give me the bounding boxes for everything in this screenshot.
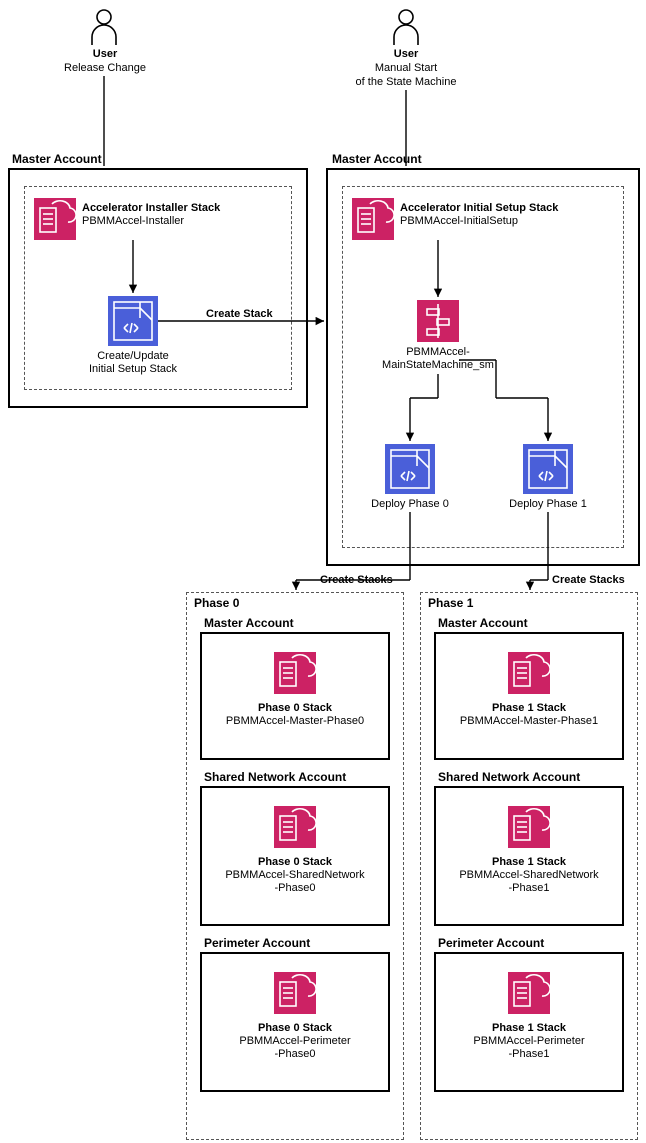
p0-shared-sub2: -Phase0 — [204, 882, 386, 895]
sfn-l2: MainStateMachine_sm — [373, 359, 503, 372]
left-master-label: Master Account — [12, 152, 102, 166]
p1-perim-label: Perimeter Account — [438, 936, 544, 950]
initial-text: Accelerator Initial Setup Stack PBMMAcce… — [400, 202, 558, 228]
p1-shared-label: Shared Network Account — [438, 770, 580, 784]
p1-shared-sub2: -Phase1 — [438, 882, 620, 895]
deploy1-label: Deploy Phase 1 — [503, 498, 593, 511]
p0-master-title: Phase 0 Stack — [204, 702, 386, 715]
p0-shared-label: Shared Network Account — [204, 770, 346, 784]
user-icon-right — [391, 8, 421, 46]
edge-create-stacks1: Create Stacks — [552, 574, 625, 586]
p0-perim-sub1: PBMMAccel-Perimeter — [204, 1035, 386, 1048]
user-right-title: User — [336, 48, 476, 62]
deploy0-label: Deploy Phase 0 — [365, 498, 455, 511]
p1-master-icon — [508, 652, 550, 694]
p1-shared-title: Phase 1 Stack — [438, 856, 620, 869]
p1-perim-icon — [508, 972, 550, 1014]
p1-master-label: Master Account — [438, 616, 528, 630]
p1-shared-icon — [508, 806, 550, 848]
initial-title: Accelerator Initial Setup Stack — [400, 202, 558, 215]
user-right-sub2: of the State Machine — [336, 76, 476, 90]
sfn-l1: PBMMAccel- — [373, 346, 503, 359]
installer-sub: PBMMAccel-Installer — [82, 215, 220, 228]
user-left-label: User Release Change — [50, 48, 160, 76]
user-left-title: User — [50, 48, 160, 62]
user-icon-left — [89, 8, 119, 46]
p1-master-sub: PBMMAccel-Master-Phase1 — [438, 715, 620, 728]
deploy-icon-left — [108, 296, 158, 346]
p0-master-label: Master Account — [204, 616, 294, 630]
user-left-sub: Release Change — [50, 62, 160, 76]
installer-text: Accelerator Installer Stack PBMMAccel-In… — [82, 202, 220, 228]
create-update-l1: Create/Update — [78, 350, 188, 363]
p1-shared-sub1: PBMMAccel-SharedNetwork — [438, 869, 620, 882]
p0-perim-text: Phase 0 Stack PBMMAccel-Perimeter -Phase… — [204, 1022, 386, 1062]
right-master-label: Master Account — [332, 152, 422, 166]
p1-perim-sub1: PBMMAccel-Perimeter — [438, 1035, 620, 1048]
edge-create-stacks0: Create Stacks — [320, 574, 393, 586]
p1-shared-text: Phase 1 Stack PBMMAccel-SharedNetwork -P… — [438, 856, 620, 896]
create-update-text: Create/Update Initial Setup Stack — [78, 350, 188, 376]
p0-perim-label: Perimeter Account — [204, 936, 310, 950]
sfn-icon — [417, 300, 459, 342]
sfn-text: PBMMAccel- MainStateMachine_sm — [373, 346, 503, 372]
p0-shared-sub1: PBMMAccel-SharedNetwork — [204, 869, 386, 882]
p1-master-title: Phase 1 Stack — [438, 702, 620, 715]
p0-perim-sub2: -Phase0 — [204, 1048, 386, 1061]
stack-icon-installer — [34, 198, 76, 240]
stack-icon-initial — [352, 198, 394, 240]
p1-perim-title: Phase 1 Stack — [438, 1022, 620, 1035]
p0-shared-text: Phase 0 Stack PBMMAccel-SharedNetwork -P… — [204, 856, 386, 896]
deploy-icon-p1 — [523, 444, 573, 494]
p0-shared-icon — [274, 806, 316, 848]
deploy-icon-p0 — [385, 444, 435, 494]
p0-perim-title: Phase 0 Stack — [204, 1022, 386, 1035]
p1-master-text: Phase 1 Stack PBMMAccel-Master-Phase1 — [438, 702, 620, 728]
p0-master-icon — [274, 652, 316, 694]
user-right-label: User Manual Start of the State Machine — [336, 48, 476, 89]
p0-master-sub: PBMMAccel-Master-Phase0 — [204, 715, 386, 728]
p0-master-text: Phase 0 Stack PBMMAccel-Master-Phase0 — [204, 702, 386, 728]
user-right-sub1: Manual Start — [336, 62, 476, 76]
p0-perim-icon — [274, 972, 316, 1014]
p0-shared-title: Phase 0 Stack — [204, 856, 386, 869]
edge-create-stack: Create Stack — [206, 308, 273, 320]
p1-perim-sub2: -Phase1 — [438, 1048, 620, 1061]
create-update-l2: Initial Setup Stack — [78, 363, 188, 376]
initial-sub: PBMMAccel-InitialSetup — [400, 215, 558, 228]
p1-perim-text: Phase 1 Stack PBMMAccel-Perimeter -Phase… — [438, 1022, 620, 1062]
installer-title: Accelerator Installer Stack — [82, 202, 220, 215]
